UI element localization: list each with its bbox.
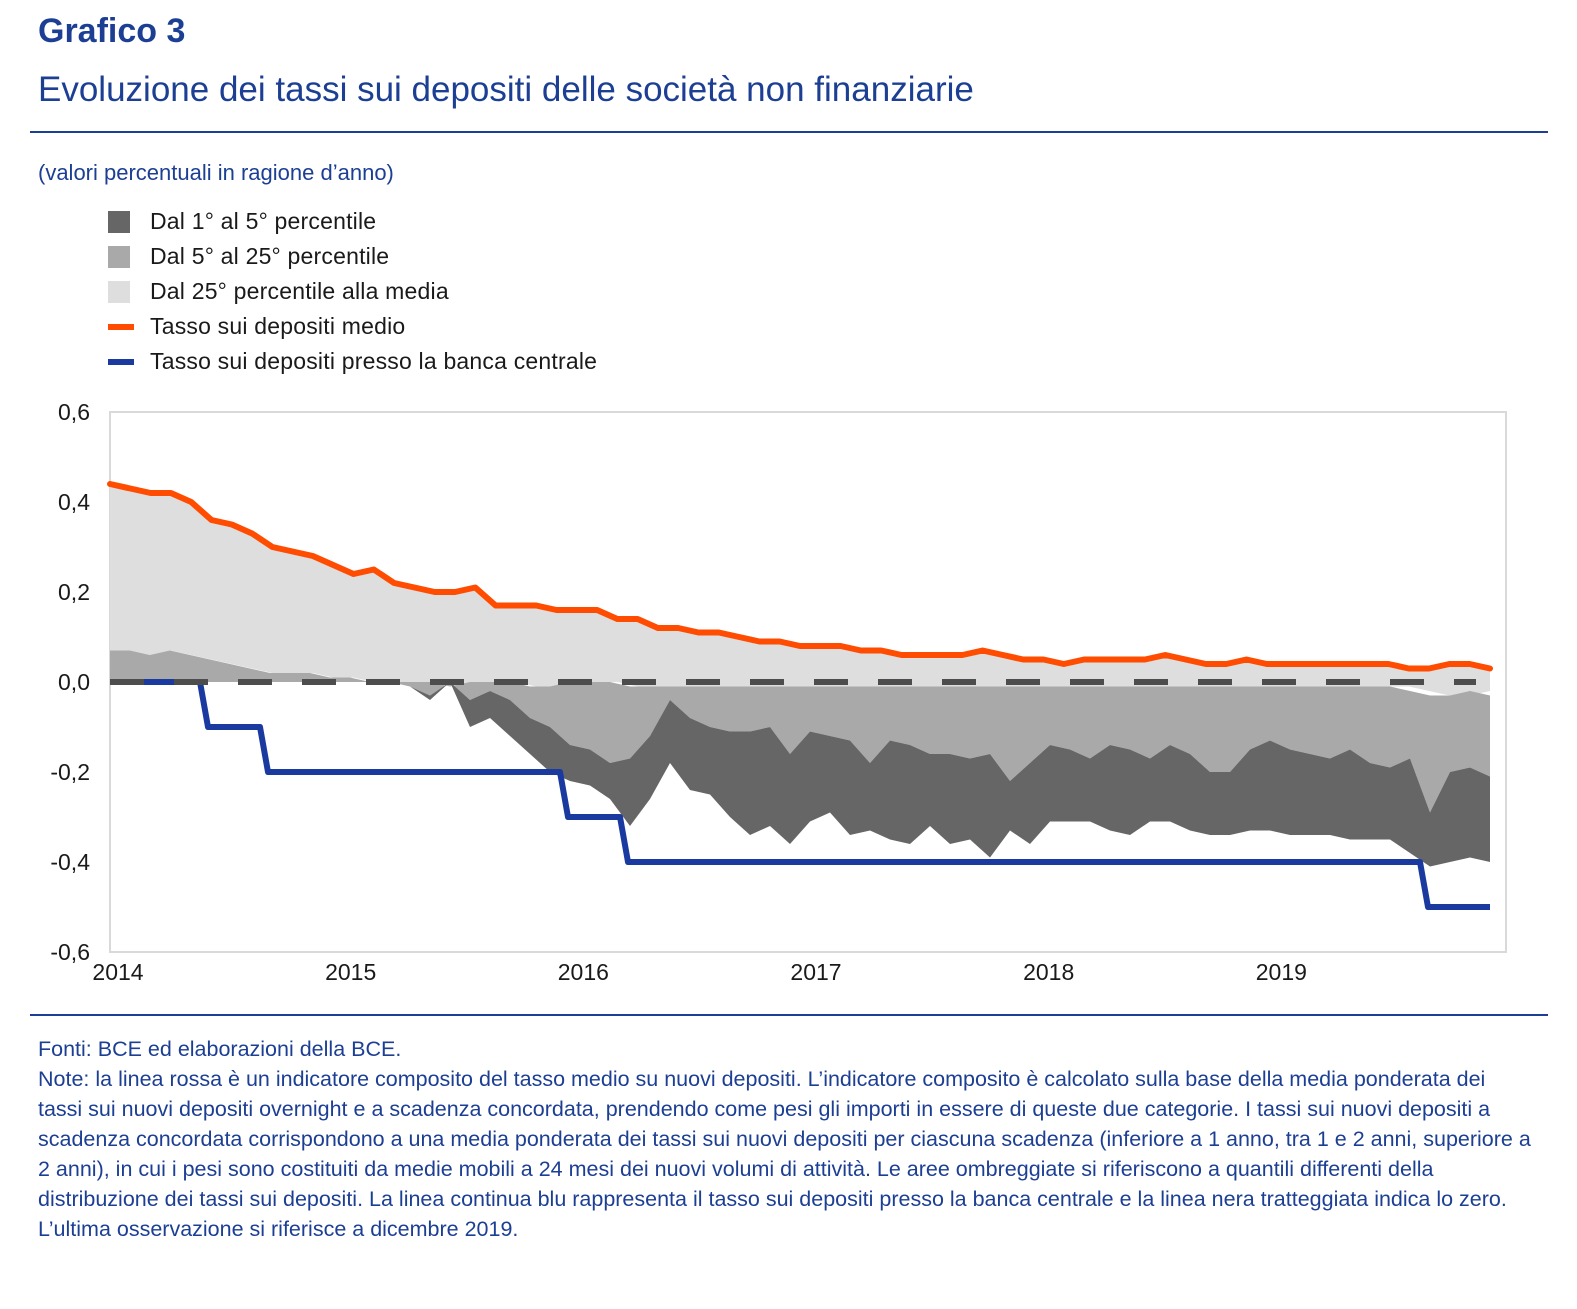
sources-text: Fonti: BCE ed elaborazioni della BCE. xyxy=(38,1037,402,1061)
legend-label: Tasso sui depositi presso la banca centr… xyxy=(150,348,598,374)
notes-block: Fonti: BCE ed elaborazioni della BCE. No… xyxy=(38,1034,1533,1244)
bottom-divider xyxy=(30,1014,1548,1016)
x-tick-label: 2014 xyxy=(92,959,143,985)
x-tick-label: 2018 xyxy=(1023,959,1074,985)
area-p1-to-p5 xyxy=(110,682,1490,867)
y-tick-label: 0,0 xyxy=(58,669,90,695)
legend-label: Dal 1° al 5° percentile xyxy=(150,208,377,234)
unit-note: (valori percentuali in ragione d’anno) xyxy=(38,160,394,185)
legend-label: Dal 5° al 25° percentile xyxy=(150,243,390,269)
legend-swatch-icon xyxy=(108,246,130,268)
x-tick-label: 2015 xyxy=(325,959,376,985)
y-tick-label: 0,2 xyxy=(58,579,90,605)
x-tick-label: 2017 xyxy=(790,959,841,985)
series-line-central-bank-rate xyxy=(110,679,1490,910)
legend-label: Dal 25° percentile alla media xyxy=(150,278,449,304)
legend-line-icon xyxy=(108,324,134,330)
y-tick-label: -0,6 xyxy=(50,939,90,965)
deposit-rates-chart: 0,6 0,4 0,2 0,0 -0,2 -0,4 -0,6 2014 2015 2016 201… xyxy=(50,399,1507,985)
x-tick-label: 2019 xyxy=(1256,959,1307,985)
legend-swatch-icon xyxy=(108,281,130,303)
legend-line-icon xyxy=(108,359,134,365)
figure-number: Grafico 3 xyxy=(38,12,186,50)
area-p25-to-mean xyxy=(110,484,1490,696)
top-divider xyxy=(30,131,1548,133)
notes-text: Note: la linea rossa è un indicatore com… xyxy=(38,1067,1531,1241)
y-tick-label: -0,2 xyxy=(50,759,90,785)
legend-label: Tasso sui depositi medio xyxy=(150,313,406,339)
figure-title: Evoluzione dei tassi sui depositi delle … xyxy=(38,70,974,109)
area-p5-to-p25 xyxy=(110,650,1490,813)
y-tick-label: 0,6 xyxy=(58,399,90,425)
y-tick-label: 0,4 xyxy=(58,489,90,515)
y-tick-label: -0,4 xyxy=(50,849,90,875)
series-line-mean-rate xyxy=(107,481,1493,672)
legend-swatch-icon xyxy=(108,211,130,233)
x-tick-label: 2016 xyxy=(558,959,609,985)
